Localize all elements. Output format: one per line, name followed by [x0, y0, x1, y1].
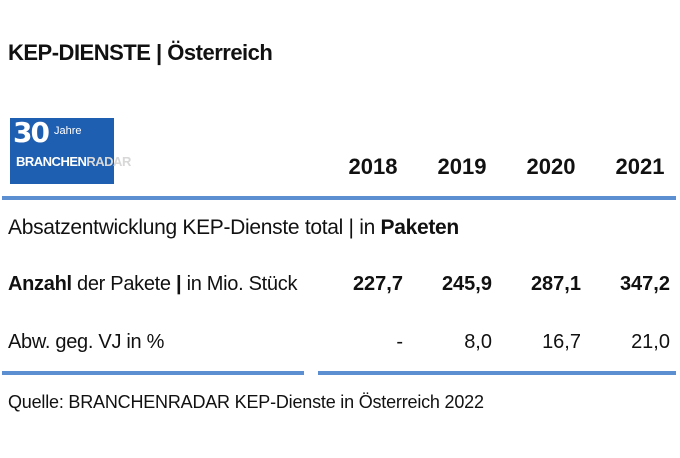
- value-2019-abweichung: 8,0: [464, 331, 492, 353]
- value-2018-abweichung: -: [396, 331, 403, 353]
- year-header-2018: 2018: [348, 154, 398, 179]
- row-label-separator: |: [176, 273, 182, 295]
- value-2018-anzahl: 227,7: [352, 273, 403, 295]
- logo-number: 30: [13, 116, 50, 149]
- branchenradar-logo: 30 Jahre BRANCHENRADAR: [10, 116, 131, 184]
- page-title: KEP-DIENSTE | Österreich: [8, 40, 273, 65]
- source-note: Quelle: BRANCHENRADAR KEP-Dienste in Öst…: [8, 392, 484, 412]
- header-divider: [2, 196, 676, 200]
- row-label-rest: der Pakete: [71, 273, 177, 295]
- row-label-abweichung: Abw. geg. VJ in %: [8, 331, 165, 353]
- value-2020-abweichung: 16,7: [542, 331, 581, 353]
- footer-divider-left: [2, 371, 304, 375]
- subtitle-prefix: Absatzentwicklung KEP-Dienste total | in: [8, 216, 381, 239]
- table-subtitle: Absatzentwicklung KEP-Dienste total | in…: [8, 216, 459, 240]
- year-header-2020: 2020: [526, 154, 576, 179]
- logo-brand: BRANCHENRADAR: [16, 154, 131, 169]
- logo-background: [10, 118, 114, 184]
- logo-brand-a: BRANCHEN: [16, 154, 87, 169]
- footer-divider-right: [318, 371, 676, 375]
- value-2019-anzahl: 245,9: [441, 273, 492, 295]
- row-label-anzahl: Anzahl der Pakete | in Mio. Stück: [8, 273, 297, 296]
- subtitle-unit: Paketen: [380, 216, 460, 239]
- logo-brand-b: RADAR: [86, 154, 131, 169]
- row-label-bold: Anzahl: [8, 273, 72, 295]
- value-2020-anzahl: 287,1: [530, 273, 581, 295]
- logo-jahre: Jahre: [54, 125, 82, 137]
- value-2021-abweichung: 21,0: [631, 331, 670, 353]
- year-header-2021: 2021: [615, 154, 665, 179]
- row-label-unit: in Mio. Stück: [181, 273, 298, 295]
- value-2021-anzahl: 347,2: [619, 273, 670, 295]
- year-header-2019: 2019: [437, 154, 487, 179]
